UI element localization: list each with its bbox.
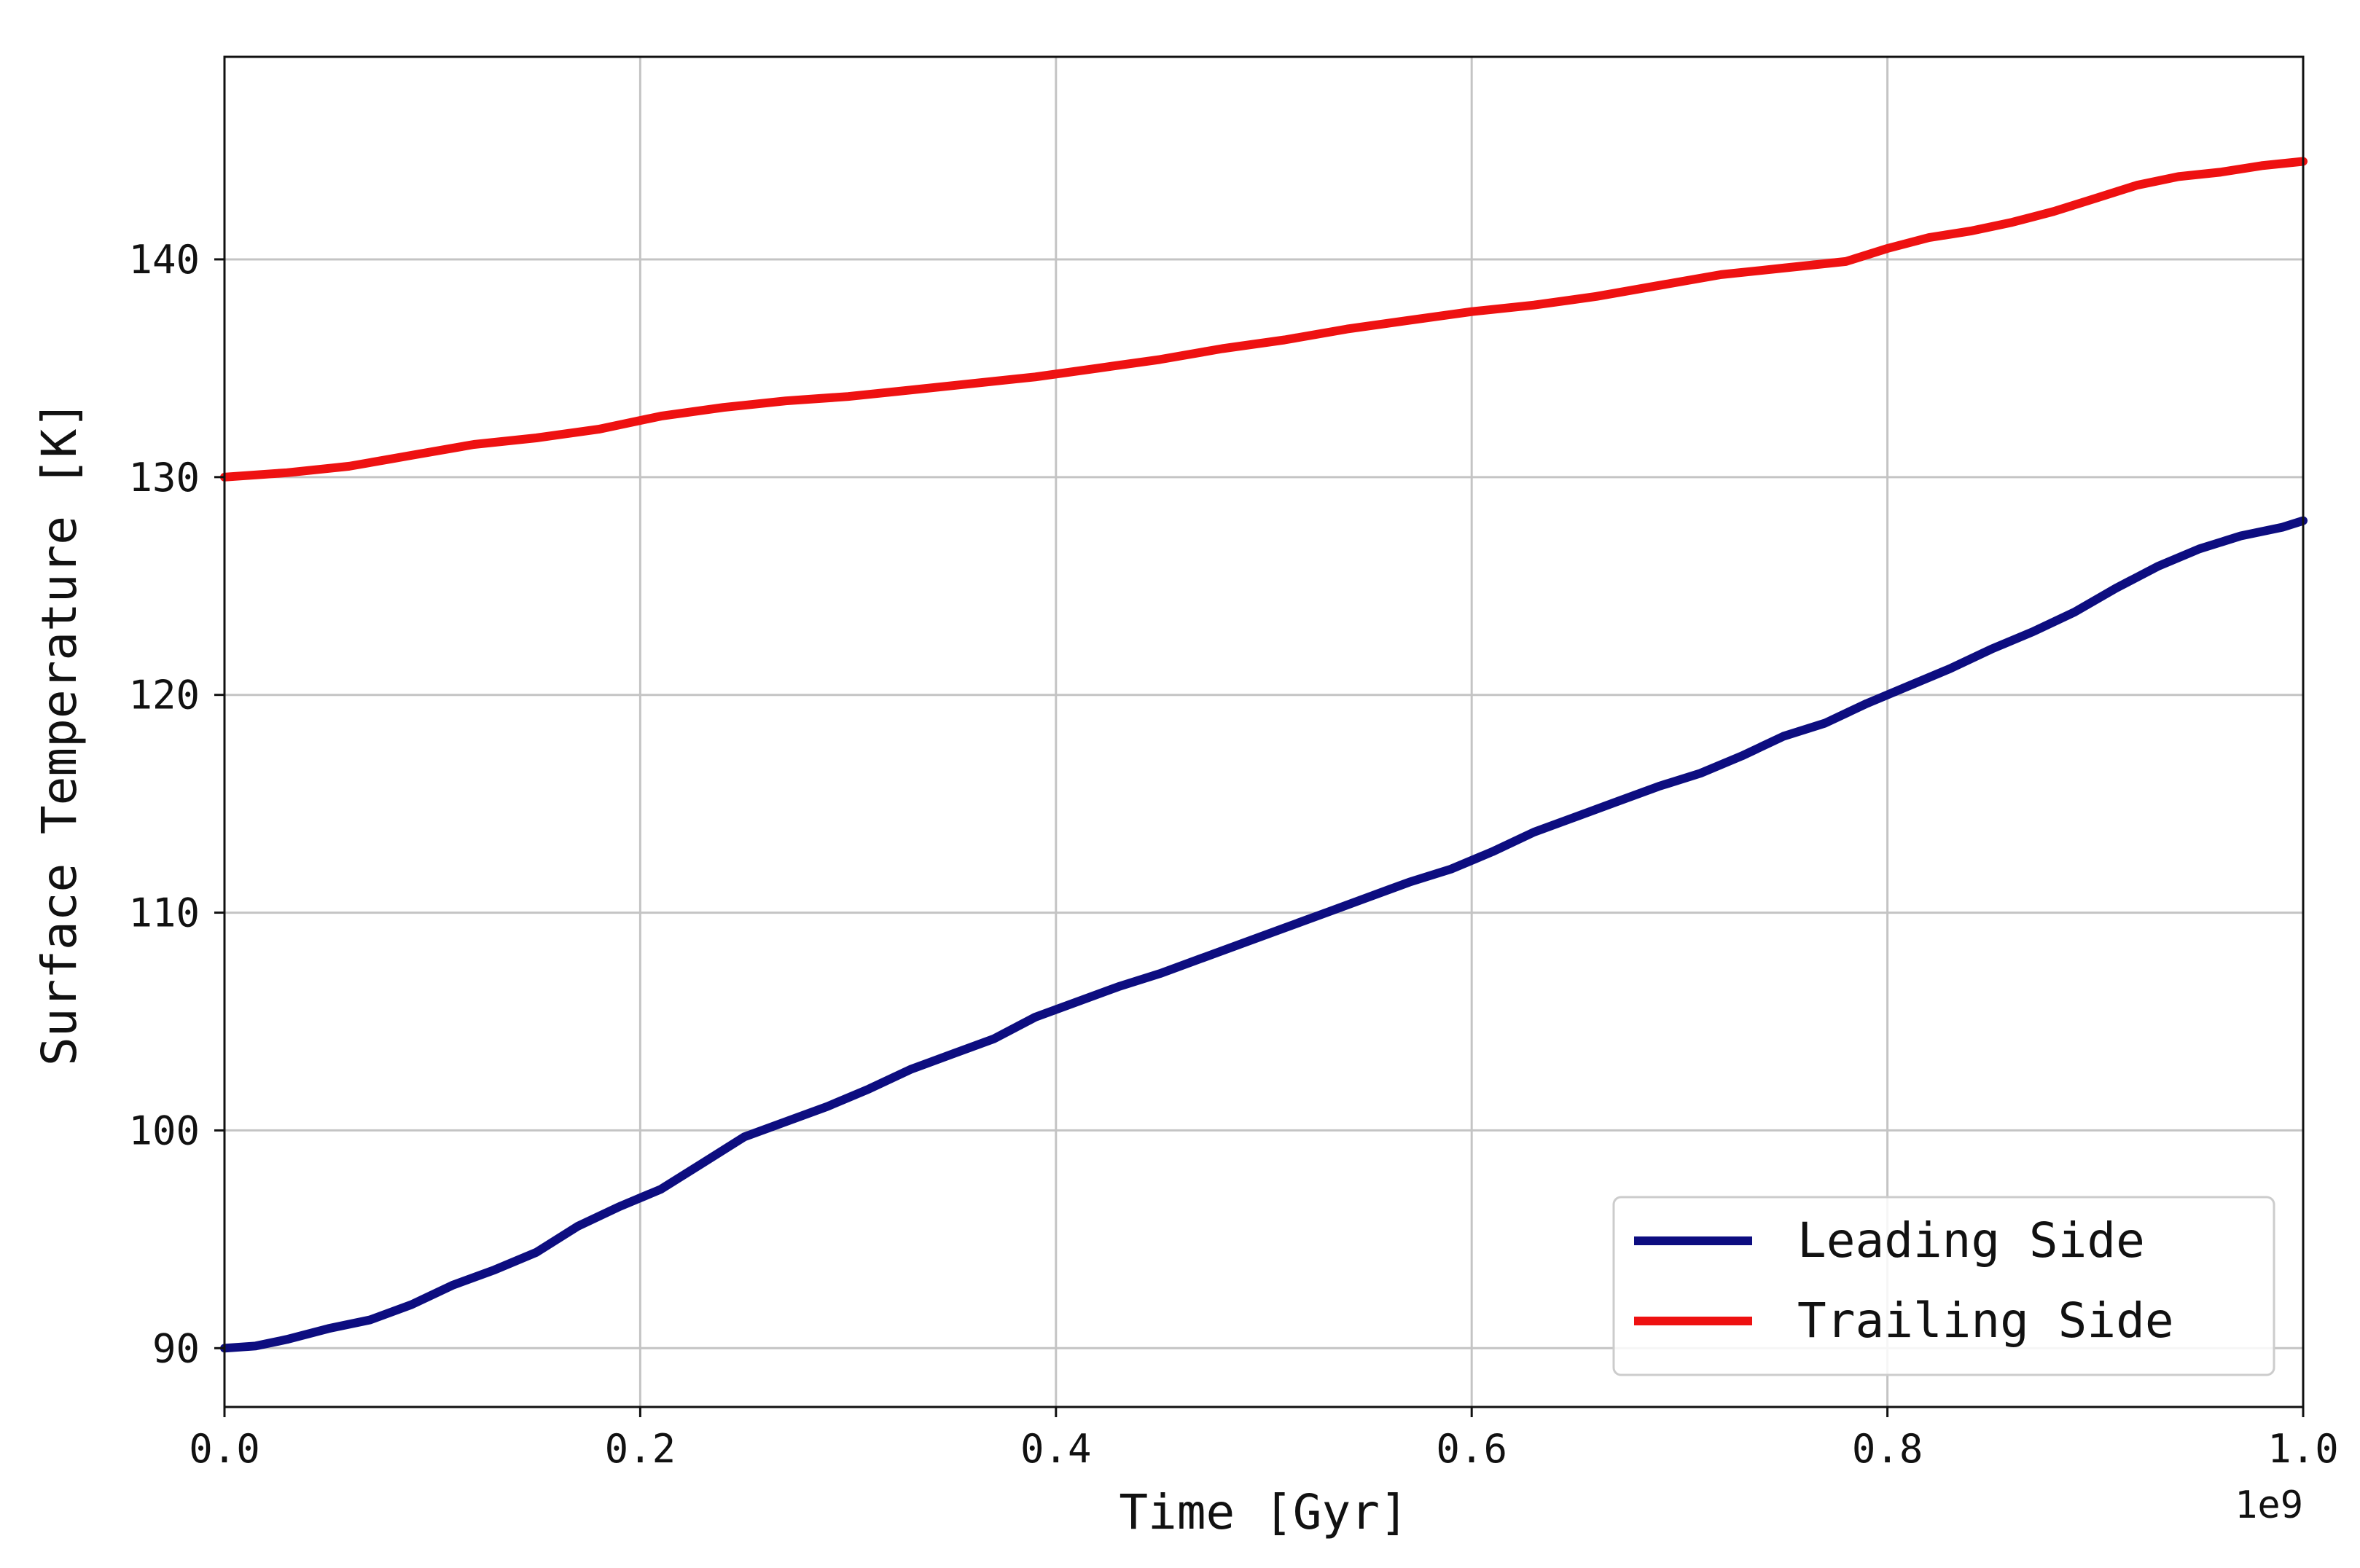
plot-frame (223, 55, 2305, 1408)
series-line-leading-side (220, 516, 2308, 1353)
legend-label-trailing-side: Trailing Side (1797, 1293, 2174, 1349)
y-tick-label: 110 (128, 890, 200, 936)
x-tick-label: 0.0 (189, 1426, 260, 1472)
y-tick-label: 100 (128, 1108, 200, 1153)
x-tick-label: 0.4 (1020, 1426, 1092, 1472)
legend: Leading Side Trailing Side (1612, 1196, 2275, 1376)
x-tick-label: 0.2 (605, 1426, 676, 1472)
x-tick-label: 0.6 (1436, 1426, 1507, 1472)
x-tick-label: 0.8 (1852, 1426, 1923, 1472)
axis-ticks: 0.0 0.2 0.4 0.6 0.8 1.0 90 100 110 120 130 140 (128, 237, 2338, 1472)
y-axis-title: Surface Temperature [K] (31, 400, 87, 1066)
y-tick-label: 90 (152, 1325, 200, 1371)
x-axis-offset-label: 1e9 (2235, 1483, 2303, 1527)
legend-box (1612, 1196, 2275, 1376)
legend-label-leading-side: Leading Side (1797, 1212, 2145, 1269)
y-tick-label: 130 (128, 455, 200, 501)
y-tick-label: 140 (128, 237, 200, 283)
series-lines (220, 157, 2308, 1353)
y-tick-label: 120 (128, 673, 200, 718)
x-tick-label: 1.0 (2267, 1426, 2339, 1472)
x-axis-title: Time [Gyr] (1119, 1484, 1408, 1540)
series-line-trailing-side (220, 157, 2308, 482)
